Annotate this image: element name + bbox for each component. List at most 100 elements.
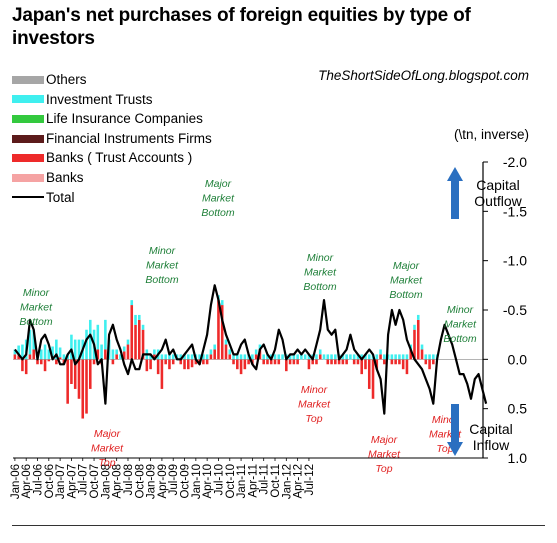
annotation-label: Bottom [389, 289, 423, 301]
bar-investment-trusts [224, 339, 228, 345]
y-tick-label: -0.5 [503, 302, 527, 318]
bar-banks-trust [379, 354, 382, 360]
bar-banks-trust [70, 359, 73, 384]
annotation-label: Major [393, 260, 420, 272]
bar-investment-trusts [134, 314, 137, 325]
legend-label: Financial Instruments Firms [46, 130, 212, 146]
bar-investment-trusts [239, 354, 243, 360]
bar-banks-trust [401, 359, 405, 370]
bar-investment-trusts [153, 349, 156, 355]
bar-investment-trusts [367, 354, 371, 360]
x-tick-label: Oct-08 [134, 464, 146, 499]
x-tick-label: Jan-06 [10, 464, 22, 499]
capital-outflow-label: Outflow [474, 193, 522, 209]
annotation-label: Bottom [201, 207, 235, 219]
legend-item-total: Total [12, 188, 212, 208]
legend-item-others: Others [12, 70, 212, 90]
bar-investment-trusts [266, 354, 269, 360]
bar-banks-trust [88, 359, 92, 389]
annotation-label: Top [98, 457, 115, 469]
legend-swatch-banks [12, 173, 44, 182]
bar-investment-trusts [164, 354, 167, 360]
bar-investment-trusts [254, 349, 258, 355]
bar-banks-trust [432, 359, 435, 365]
bar-investment-trusts [73, 339, 77, 360]
bar-banks-trust [266, 359, 269, 365]
legend-item-investment-trusts: Investment Trusts [12, 90, 212, 110]
y-tick-label: -2.0 [503, 154, 527, 170]
x-tick-label: Jan-08 [100, 464, 112, 499]
annotation-label: Market [146, 260, 179, 272]
bar-banks-trust [28, 354, 32, 360]
bar-investment-trusts [281, 354, 284, 360]
bar-investment-trusts [213, 344, 216, 350]
bar-investment-trusts [258, 344, 262, 350]
bar-banks-trust [288, 359, 292, 365]
bar-banks-trust [220, 305, 224, 360]
legend-label: Banks ( Trust Accounts ) [46, 150, 193, 166]
bar-investment-trusts [428, 354, 431, 360]
bar-investment-trusts [160, 354, 164, 360]
y-tick-label: 1.0 [508, 450, 528, 466]
bar-banks-trust [409, 349, 413, 360]
bar-investment-trusts [190, 354, 194, 360]
bar-banks-trust [66, 359, 69, 404]
annotation-label: Market [368, 449, 401, 461]
x-tick-label: Jul-08 [123, 464, 135, 495]
legend-swatch-others [12, 75, 44, 84]
annotation-label: Major [205, 178, 232, 190]
x-tick-label: Jan-07 [55, 464, 67, 499]
bar-investment-trusts [405, 354, 409, 360]
x-tick-label: Apr-12 [293, 464, 305, 499]
bar-investment-trusts [375, 354, 379, 360]
capital-inflow-label: Inflow [473, 437, 510, 453]
bar-investment-trusts [43, 344, 47, 360]
annotation-label: Market [91, 443, 124, 455]
bar-banks-trust [202, 359, 205, 365]
bar-banks-trust [153, 354, 156, 360]
bar-banks-trust [326, 359, 330, 365]
bar-banks-trust [171, 359, 175, 365]
annotation-label: Market [390, 275, 423, 287]
bar-banks-trust [424, 359, 428, 365]
bar-banks-trust [85, 359, 88, 414]
bar-banks-trust [115, 354, 118, 360]
bar-investment-trusts [394, 354, 397, 360]
bar-banks-trust [360, 359, 363, 375]
annotation-label: Major [371, 434, 398, 446]
bar-investment-trusts [126, 339, 130, 345]
bar-investment-trusts [432, 354, 435, 360]
bar-investment-trusts [220, 300, 224, 306]
bar-investment-trusts [273, 354, 277, 360]
bar-investment-trusts [115, 349, 118, 355]
x-tick-label: Jul-10 [213, 464, 225, 495]
bar-banks-trust [394, 359, 397, 365]
bar-investment-trusts [111, 349, 115, 360]
bar-banks-trust [183, 359, 186, 370]
legend-item-financial-instruments: Financial Instruments Firms [12, 129, 212, 149]
x-tick-label: Oct-07 [89, 464, 101, 499]
bar-banks-trust [330, 359, 333, 365]
legend-label: Investment Trusts [46, 91, 153, 107]
legend-label: Total [46, 189, 75, 205]
x-tick-label: Jan-10 [191, 464, 203, 499]
bar-investment-trusts [330, 354, 333, 360]
bar-banks-trust [334, 359, 337, 365]
bar-banks-trust [296, 359, 299, 365]
bar-investment-trusts [187, 354, 190, 360]
bar-investment-trusts [17, 345, 20, 356]
y-tick-label: 0.5 [508, 401, 528, 417]
bar-banks-trust [156, 359, 160, 375]
legend-label: Others [46, 72, 87, 87]
annotation-label: Minor [149, 245, 176, 257]
bar-investment-trusts [360, 354, 363, 360]
bar-investment-trusts [315, 354, 318, 360]
bar-investment-trusts [243, 354, 247, 360]
bar-banks-trust [134, 324, 137, 360]
x-tick-label: Apr-06 [21, 464, 33, 499]
bar-investment-trusts [307, 354, 311, 360]
bar-investment-trusts [416, 314, 420, 320]
outflow-arrow-shaft [451, 181, 459, 219]
bar-investment-trusts [390, 354, 394, 360]
